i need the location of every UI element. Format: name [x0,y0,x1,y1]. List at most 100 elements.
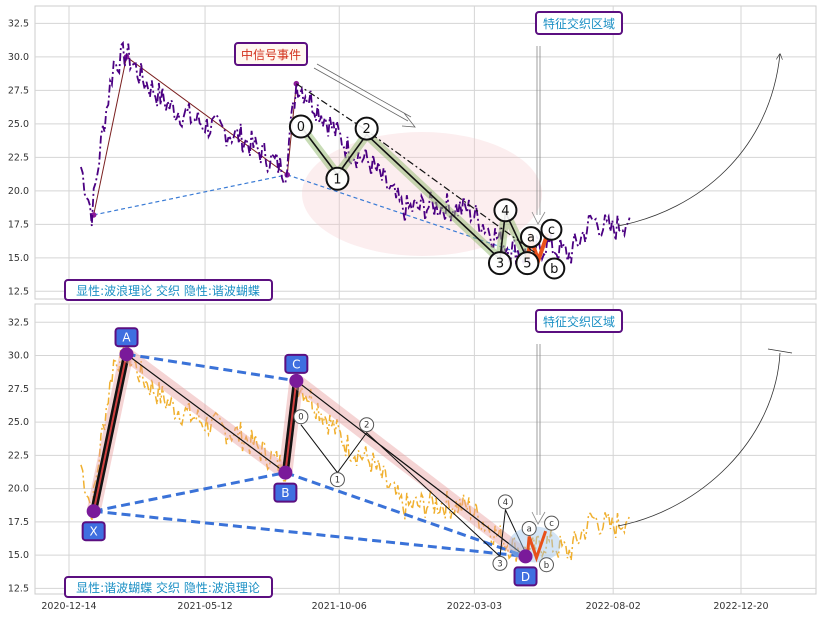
harmonic-label-box-D [513,566,538,587]
wave-marker-1 [325,166,350,191]
harmonic-xb-line [93,174,288,216]
harmonic-dashed-line [93,509,526,558]
wave-marker-label-0: 0 [297,120,305,135]
y-tick-label: 15.0 [8,550,29,561]
wave-marker-a [520,226,542,249]
wave-marker-c [540,218,563,241]
bottom-grid [35,304,816,594]
wave-marker-label-3: 3 [497,559,502,569]
y-tick-label: 30.0 [8,52,29,63]
wave-marker-label-1: 1 [335,476,340,486]
wave-marker-0 [293,409,309,425]
y-tick-label: 25.0 [8,417,29,428]
wave-marker-label-3: 3 [496,257,504,272]
bottom-markers: 0 1 2 3 4 a b c X A B C D [81,327,560,587]
y-tick-label: 32.5 [8,317,29,328]
harmonic-dashed-line [93,471,286,513]
projection-arrow [617,54,780,227]
y-tick-label: 12.5 [8,583,29,594]
harmonic-point-A [119,347,134,362]
price-line [80,339,631,563]
top-price-line [80,40,631,266]
feature-zone-label: 特征交织区域 [543,16,615,31]
x-axis-ticks: 2020-12-14 2021-05-12 2021-10-06 2022-03-03… [41,601,768,612]
bottom-projection-arrow [617,348,793,527]
y-tick-label: 22.5 [8,152,29,163]
event-box [234,42,308,66]
harmonic-label-box-B [273,482,298,503]
harmonic-label-B: B [281,486,289,500]
wave-marker-label-b: b [550,262,558,277]
wave-marker-c [544,515,560,531]
bottom-overlay-box [64,576,273,598]
wave-marker-label-a: a [527,524,532,534]
wave-marker-2 [354,116,379,141]
y-tick-label: 32.5 [8,18,29,29]
x-tick-label: 2022-12-20 [713,601,768,612]
wave-marker-label-c: c [549,519,554,529]
harmonic-dashed-line [126,352,297,383]
y-tick-label: 25.0 [8,119,29,130]
harmonic-label-box-X [81,521,106,542]
wave-marker-b [543,257,566,280]
harmonic-leg [295,380,526,557]
bottom-plot-area [34,303,817,595]
wave-marker-1 [329,472,345,488]
wave-marker-2 [359,417,375,433]
wave-marker-label-2: 2 [363,122,371,137]
wave-marker-label-2: 2 [364,421,369,431]
wave-marker-label-a: a [527,231,535,246]
wave-marker-4 [497,494,513,510]
price-line [80,40,631,266]
wave-marker-3 [492,555,508,571]
top-plot-area [34,5,817,300]
harmonic-leg [93,56,128,216]
y-tick-label: 20.0 [8,484,29,495]
harmonic-label-box-A [114,327,139,348]
harmonic-leg-core [92,354,128,512]
harmonic-leg-core [284,380,298,473]
bottom-feature-zone-arrow [531,344,546,525]
top-y-ticks: 12.5 15.0 17.5 20.0 22.5 25.0 27.5 30.0 32.5 [8,18,29,297]
x-tick-label: 2021-05-12 [177,601,232,612]
event-arrow [313,63,416,128]
feature-zone-callout: 特征交织区域 [531,11,623,225]
top-overlay-label: 显性:波浪理论 交织 隐性:谐波蝴蝶 [64,279,273,301]
top-overlay-text: 显性:波浪理论 交织 隐性:谐波蝴蝶 [76,283,260,298]
wave-marker-label-b: b [544,561,549,571]
harmonic-label-box-C [284,353,309,374]
bottom-y-ticks: 12.5 15.0 17.5 20.0 22.5 25.0 27.5 30.0 32.5 [8,317,29,594]
wave-marker-a [521,520,537,536]
wave-marker-label-5: 5 [523,257,531,272]
wave-marker-3 [487,251,512,276]
top-overlay-box [64,279,273,301]
x-tick-label: 2022-03-03 [447,601,502,612]
wave-marker-label-1: 1 [333,172,341,187]
bottom-harmonic-bands [86,348,530,562]
bottom-price-line [80,339,631,563]
bottom-feature-zone-callout: 特征交织区域 [531,309,623,525]
wave-line [300,424,528,558]
harmonic-point-D [518,549,533,564]
top-panel: 12.515.017.520.022.525.027.530.032.5 012… [8,5,817,301]
y-tick-label: 17.5 [8,517,29,528]
wave-marker-label-c: c [548,223,555,238]
harmonic-label-X: X [90,525,98,539]
event-callout: 中信号事件 [234,42,416,128]
feature-zone-box [535,11,623,35]
wave-marker-label-4: 4 [503,498,508,508]
y-tick-label: 30.0 [8,351,29,362]
bottom-feature-zone-box [535,309,623,333]
harmonic-leg [126,56,288,176]
bottom-feature-zone-label: 特征交织区域 [543,314,615,329]
harmonic-point-C [289,373,304,388]
correction-line [525,530,548,563]
y-tick-label: 12.5 [8,286,29,297]
y-tick-label: 15.0 [8,253,29,264]
bottom-overlay-text: 显性:谐波蝴蝶 交织 隐性:波浪理论 [76,580,260,595]
wave-marker-label-0: 0 [298,413,303,423]
y-tick-label: 27.5 [8,85,29,96]
wave-marker-label-4: 4 [501,204,509,219]
bottom-overlay-label: 显性:谐波蝴蝶 交织 隐性:波浪理论 [64,576,273,598]
x-tick-label: 2021-10-06 [312,601,367,612]
